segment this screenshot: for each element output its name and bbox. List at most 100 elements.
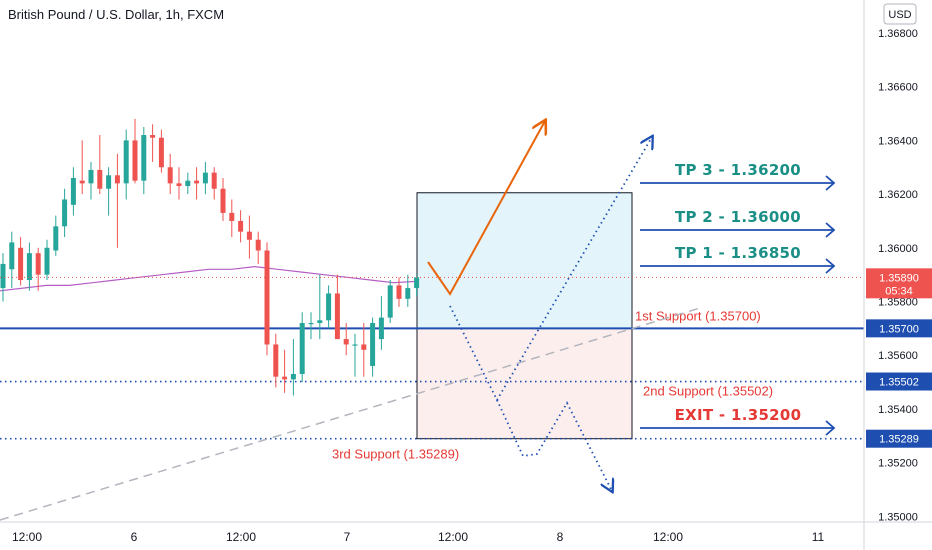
candles (0, 118, 420, 396)
candle-body (35, 253, 41, 275)
target-arrowhead-4 (825, 420, 836, 436)
candle-body (150, 135, 156, 138)
candle-body (9, 242, 15, 270)
y-tick-label: 1.36400 (878, 135, 918, 147)
price-tag-1 (866, 319, 932, 338)
target-label-3: TP 1 - 1.36850 (675, 244, 801, 262)
x-tick-label: 11 (812, 530, 825, 544)
target-label-4: EXIT - 1.35200 (675, 406, 802, 424)
candle-body (70, 177, 76, 205)
trendline (0, 307, 701, 521)
candle-body (44, 247, 50, 275)
ma-line (0, 265, 417, 292)
candle-body (352, 344, 358, 346)
currency-button[interactable] (883, 3, 917, 25)
candle-body (378, 317, 384, 340)
candle-body (414, 277, 420, 289)
price-tag-text-1: 1.35700 (879, 323, 919, 335)
candle-body (317, 320, 323, 323)
currency-label: USD (888, 9, 911, 21)
target-label-2: TP 2 - 1.36000 (675, 208, 801, 226)
bearish-projection-path (496, 399, 612, 491)
candle-body (88, 169, 94, 184)
candle-body (62, 199, 68, 227)
candle-body (185, 180, 191, 187)
target-labels: TP 3 - 1.36200 TP 2 - 1.36000 TP 1 - 1.368… (640, 161, 836, 436)
x-tick-label: 12:00 (438, 530, 468, 544)
projection-paths (427, 121, 652, 491)
x-tick-label: 12:00 (12, 530, 42, 544)
y-tick-label: 1.36200 (878, 189, 918, 201)
bullish-arrow (427, 121, 545, 296)
support-label-2: 2nd Support (1.35502) (643, 384, 773, 399)
y-axis-ticks: 1.36800 1.36600 1.36400 1.36200 1.36000 1.358… (878, 28, 918, 523)
target-arrowhead-2 (825, 222, 836, 238)
candle-body (246, 231, 252, 240)
candle-body (220, 188, 226, 213)
support-label-3: 3rd Support (1.35289) (332, 447, 459, 462)
candle-body (194, 180, 200, 184)
candle-body (229, 212, 235, 221)
candle-body (334, 293, 340, 340)
candle-body (290, 373, 296, 380)
candle-body (396, 285, 402, 299)
y-tick-label: 1.35000 (878, 511, 918, 523)
y-tick-label: 1.36600 (878, 82, 918, 94)
x-tick-label: 6 (131, 530, 138, 544)
candle-body (158, 137, 164, 168)
candle-body (387, 285, 393, 318)
candle-body (255, 239, 261, 251)
support-levels: 1st Support (1.35700) 2nd Support (1.3550… (0, 308, 864, 462)
current-price-tag (866, 268, 932, 299)
x-tick-label: 12:00 (653, 530, 683, 544)
candle-body (167, 167, 173, 184)
candle-body (343, 339, 349, 345)
candle-body (132, 140, 138, 181)
candle-body (282, 376, 288, 380)
candle-body (97, 169, 103, 189)
candle-body (273, 344, 279, 377)
current-price-value: 1.35890 (879, 272, 919, 284)
candle-body (18, 247, 24, 281)
price-tag-3 (866, 429, 932, 448)
candle-body (79, 180, 85, 184)
y-tick-label: 1.35600 (878, 350, 918, 362)
candle-body (370, 322, 376, 366)
x-axis-ticks: 12:00 6 12:00 7 12:00 8 12:00 11 (12, 530, 825, 544)
trade-zones (416, 192, 633, 440)
candle-body (53, 226, 59, 251)
candle-body (211, 172, 217, 189)
candle-body (264, 250, 270, 345)
moving-average (0, 265, 417, 292)
target-arrowhead-1 (825, 175, 836, 191)
target-arrowhead-3 (825, 258, 836, 274)
price-tag-2 (866, 372, 932, 391)
chart-title: British Pound / U.S. Dollar, 1h, FXCM (8, 7, 224, 22)
x-tick-label: 12:00 (226, 530, 256, 544)
y-tick-label: 1.36800 (878, 28, 918, 40)
candle-body (308, 322, 314, 325)
candle-body (326, 293, 332, 321)
x-tick-label: 8 (557, 530, 564, 544)
price-tag-text-2: 1.35502 (879, 377, 919, 389)
candle-body (26, 253, 32, 281)
candle-body (106, 175, 112, 189)
y-tick-label: 1.35200 (878, 458, 918, 470)
candle-body (405, 288, 411, 299)
current-price-countdown: 05:34 (885, 285, 913, 297)
x-tick-label: 7 (344, 530, 351, 544)
price-tag-text-3: 1.35289 (879, 434, 919, 446)
candle-body (361, 344, 367, 350)
candle-body (0, 263, 6, 289)
y-tick-label: 1.35800 (878, 297, 918, 309)
y-tick-label: 1.35400 (878, 404, 918, 416)
support-label-1: 1st Support (1.35700) (635, 308, 761, 323)
candle-body (299, 322, 305, 374)
candle-body (202, 172, 208, 184)
ascending-trendline (0, 307, 701, 521)
target-label-1: TP 3 - 1.36200 (675, 161, 801, 179)
candle-body (176, 183, 182, 187)
